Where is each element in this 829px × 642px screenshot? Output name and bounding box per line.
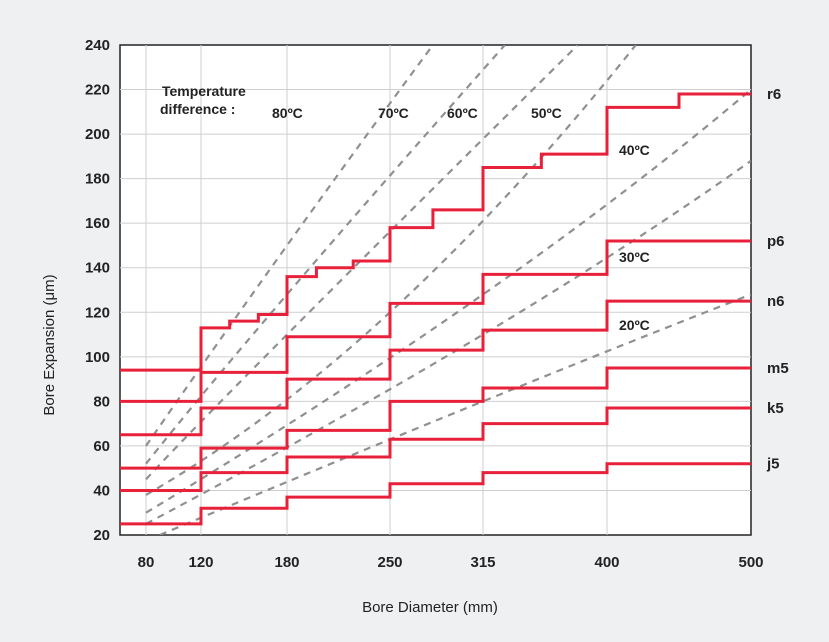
x-tick-315: 315 [470, 554, 495, 571]
temperature-label-line1: Temperature [162, 83, 246, 99]
series-label-n6: n6 [767, 293, 785, 310]
temp-label-30ºC: 30ºC [619, 249, 650, 265]
temp-label-40ºC: 40ºC [619, 142, 650, 158]
plot-area [119, 44, 752, 536]
tolerance-line-k5 [120, 406, 751, 492]
temperature-label-line2: difference : [160, 101, 235, 117]
tolerance-lines [120, 92, 751, 526]
temp-line-70ºC [145, 45, 506, 465]
y-axis-title: Bore Expansion (μm) [41, 274, 58, 415]
y-tick-200: 200 [85, 126, 110, 143]
tolerance-line-r6 [120, 92, 751, 372]
x-axis-title: Bore Diameter (mm) [362, 599, 498, 616]
y-tick-60: 60 [93, 438, 110, 455]
series-label-k5: k5 [767, 400, 784, 417]
y-tick-100: 100 [85, 349, 110, 366]
x-tick-180: 180 [274, 554, 299, 571]
y-tick-180: 180 [85, 171, 110, 188]
temp-label-70ºC: 70ºC [378, 105, 409, 121]
x-tick-80: 80 [138, 554, 155, 571]
series-label-p6: p6 [767, 233, 785, 250]
y-tick-220: 220 [85, 82, 110, 99]
x-tick-labels: 80 120 180 250 315 400 500 [138, 554, 764, 571]
y-tick-40: 40 [93, 482, 110, 499]
y-tick-20: 20 [93, 527, 110, 544]
tolerance-line-j5 [120, 462, 751, 526]
series-label-r6: r6 [767, 86, 781, 103]
x-tick-500: 500 [738, 554, 763, 571]
series-label-m5: m5 [767, 360, 789, 377]
y-tick-120: 120 [85, 304, 110, 321]
temp-line-20ºC [159, 293, 751, 535]
y-tick-80: 80 [93, 393, 110, 410]
y-tick-labels: 20 40 60 80 100 120 140 160 180 200 220 240 [85, 37, 110, 544]
temp-label-50ºC: 50ºC [531, 105, 562, 121]
temp-label-80ºC: 80ºC [272, 105, 303, 121]
temp-label-20ºC: 20ºC [619, 317, 650, 333]
series-labels: r6 p6 n6 m5 k5 j5 [766, 86, 789, 473]
temperature-labels: 80ºC 70ºC 60ºC 50ºC 40ºC 30ºC 20ºC [272, 105, 650, 333]
y-tick-240: 240 [85, 37, 110, 54]
y-tick-140: 140 [85, 260, 110, 277]
tolerance-line-p6 [120, 239, 751, 403]
tolerance-line-m5 [120, 366, 751, 470]
tolerance-line-n6 [120, 299, 751, 437]
temp-line-80ºC [145, 45, 434, 447]
x-tick-120: 120 [188, 554, 213, 571]
y-tick-160: 160 [85, 215, 110, 232]
series-label-j5: j5 [766, 456, 780, 473]
temp-label-60ºC: 60ºC [447, 105, 478, 121]
x-tick-250: 250 [377, 554, 402, 571]
x-tick-400: 400 [594, 554, 619, 571]
